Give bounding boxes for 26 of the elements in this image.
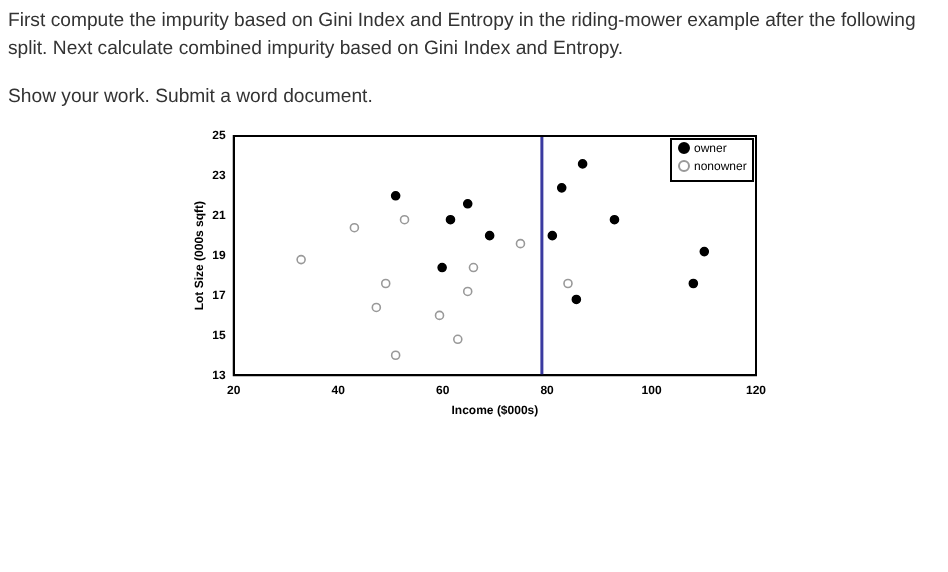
- point: [571, 294, 582, 305]
- point: [699, 246, 710, 257]
- chart-title: First compute the impurity based on Gini Index and Entropy in the riding-mower example after the following split. Next calculate combined impurity based on Gini Index and Entropy.: [8, 8, 918, 64]
- point: [462, 198, 473, 209]
- point: [437, 262, 447, 273]
- point: [371, 302, 382, 313]
- point: [609, 214, 620, 225]
- point: [296, 254, 306, 265]
- point: [452, 334, 463, 345]
- chart-subtitle: Show your work. Submit a word document.: [8, 86, 373, 108]
- point: [445, 214, 456, 225]
- point: [462, 286, 473, 297]
- point: [563, 278, 573, 289]
- point: [556, 183, 567, 193]
- point: [434, 310, 445, 321]
- point: [390, 350, 401, 361]
- point: [468, 262, 479, 273]
- point: [484, 230, 495, 241]
- point: [688, 278, 699, 289]
- point: [390, 191, 401, 201]
- point: [349, 222, 360, 233]
- point: [547, 230, 558, 241]
- point: [380, 278, 391, 289]
- point: [577, 159, 588, 169]
- point: [515, 238, 526, 249]
- point: [399, 214, 410, 225]
